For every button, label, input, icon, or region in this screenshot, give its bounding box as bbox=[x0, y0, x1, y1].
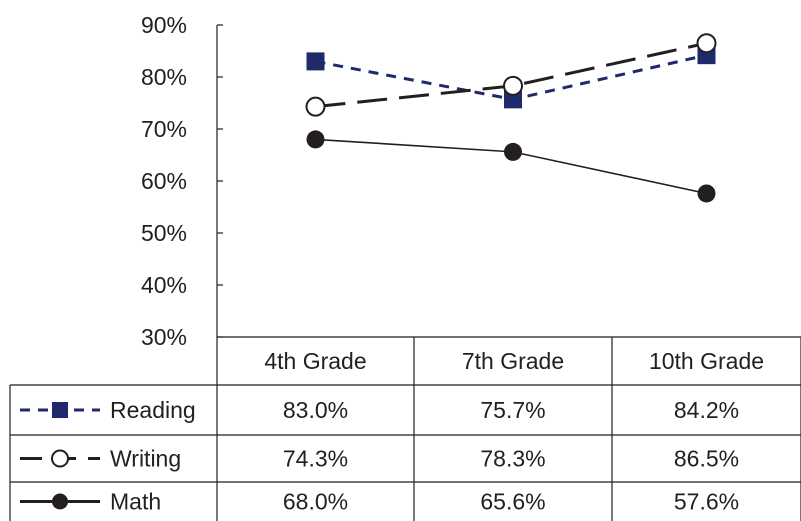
data-table-cell: 75.7% bbox=[480, 397, 545, 423]
y-tick-label: 50% bbox=[141, 220, 187, 246]
category-label: 7th Grade bbox=[462, 348, 564, 374]
data-table-cell: 83.0% bbox=[283, 397, 348, 423]
data-point-writing bbox=[503, 75, 523, 96]
legend-series-label: Writing bbox=[110, 446, 181, 472]
data-point-reading bbox=[504, 90, 522, 109]
data-table-cell: 74.3% bbox=[283, 446, 348, 472]
data-table-cell: 68.0% bbox=[283, 489, 348, 515]
category-label: 4th Grade bbox=[264, 348, 366, 374]
data-table-cell: 86.5% bbox=[674, 446, 739, 472]
data-point-reading bbox=[306, 52, 325, 71]
y-tick-label: 80% bbox=[141, 64, 187, 90]
legend-series-label: Math bbox=[110, 489, 161, 515]
data-point-math bbox=[306, 130, 325, 149]
y-axis-ticks: 90% 80% 70% 60% 50% 40% 30% bbox=[141, 12, 223, 350]
legend-key-marker bbox=[52, 402, 68, 418]
series-lines bbox=[315, 41, 707, 195]
series-markers bbox=[305, 33, 717, 203]
legend-series-label: Reading bbox=[110, 397, 196, 423]
data-table-cell: 78.3% bbox=[480, 446, 545, 472]
data-point-writing bbox=[696, 33, 717, 54]
y-tick-label: 60% bbox=[141, 168, 187, 194]
data-point-math bbox=[697, 184, 716, 203]
category-label: 10th Grade bbox=[649, 348, 764, 374]
data-table: 4th Grade 7th Grade 10th Grade Reading 83.0%… bbox=[9, 336, 801, 521]
y-tick-label: 70% bbox=[141, 116, 187, 142]
y-tick-label: 90% bbox=[141, 12, 187, 38]
data-table-cell: 57.6% bbox=[674, 489, 739, 515]
legend-key-marker bbox=[51, 449, 69, 468]
data-point-math bbox=[504, 142, 522, 161]
legend-key-marker bbox=[52, 493, 68, 510]
data-table-cell: 84.2% bbox=[674, 397, 739, 423]
y-tick-label: 30% bbox=[141, 324, 187, 350]
data-table-cell: 65.6% bbox=[480, 489, 545, 515]
data-point-writing bbox=[305, 96, 326, 117]
y-tick-label: 40% bbox=[141, 272, 187, 298]
series-line-writing bbox=[315, 41, 707, 109]
